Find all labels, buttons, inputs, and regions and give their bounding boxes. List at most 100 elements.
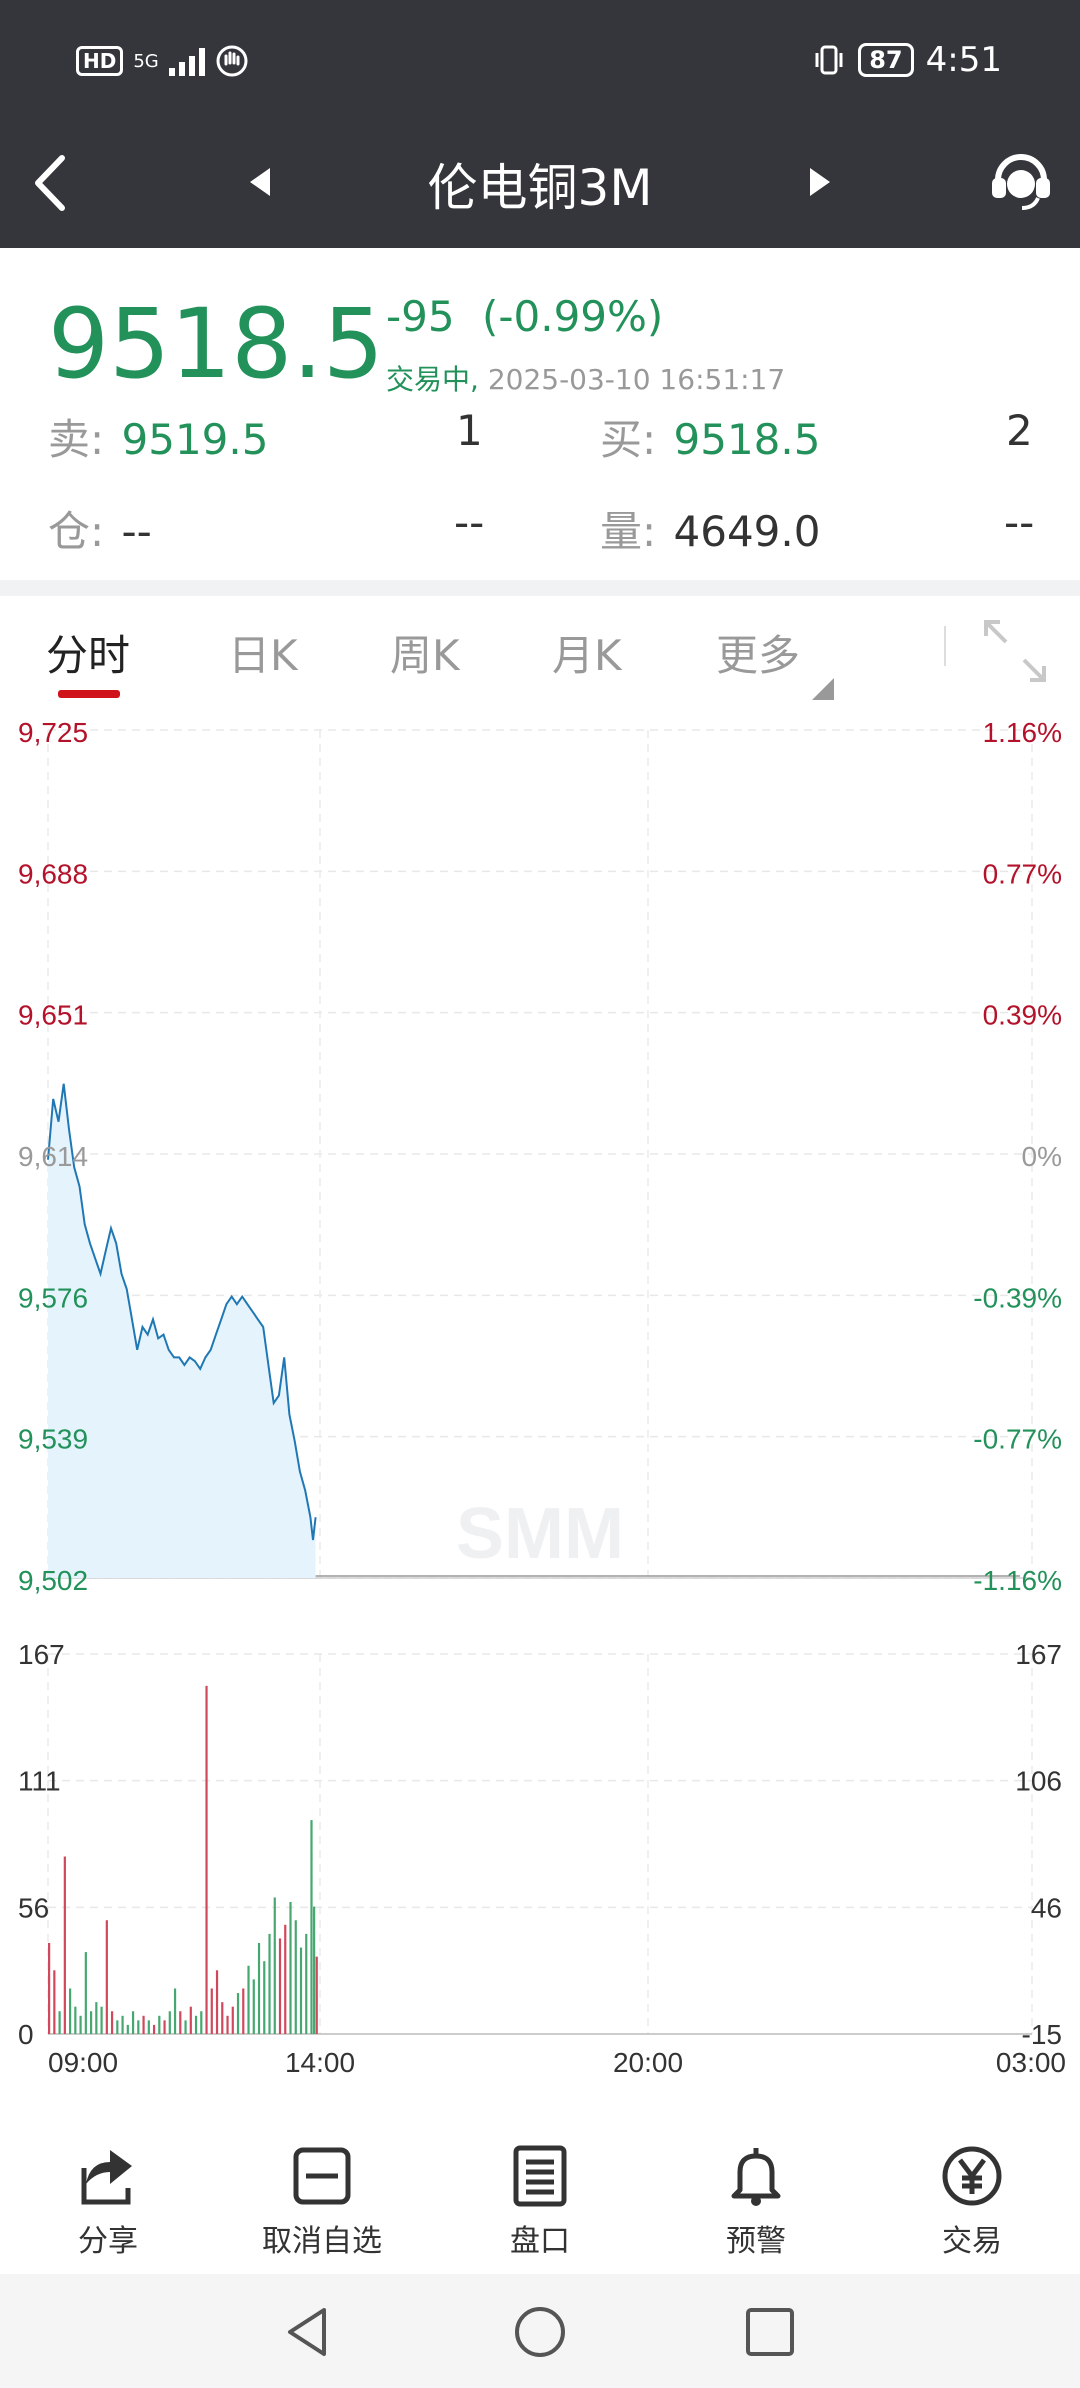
remove-watchlist-icon — [293, 2147, 351, 2205]
fullscreen-icon[interactable] — [980, 616, 1050, 686]
tab-monthly-k[interactable]: 月K — [552, 631, 622, 680]
sell-price: 9519.5 — [121, 415, 269, 464]
volume-bar — [110, 2011, 114, 2034]
alert-label: 预警 — [726, 2224, 786, 2259]
buy-label-cell: 买: 9518.5 — [600, 406, 820, 467]
tab-daily-k[interactable]: 日K — [228, 631, 298, 680]
hd-icon: HD — [76, 46, 124, 76]
position-value: -- — [121, 507, 152, 556]
volume-grid — [47, 1653, 1033, 2035]
volume-bar — [89, 2011, 93, 2034]
volume-bar — [147, 2020, 150, 2034]
hand-icon — [216, 45, 248, 77]
buy-price: 9518.5 — [673, 415, 821, 464]
order-book-button[interactable]: 盘口 — [440, 2144, 640, 2260]
price-tick-label: 9,576 — [18, 1282, 88, 1313]
order-book-icon — [513, 2145, 567, 2207]
alert-button[interactable]: 预警 — [656, 2144, 856, 2260]
volume-bar — [121, 2015, 124, 2034]
volume-bar — [116, 2020, 119, 2034]
price-tick-label: 9,651 — [18, 1000, 88, 1031]
position-label: 仓: — [48, 507, 105, 556]
time-tick-label: 20:00 — [613, 2047, 683, 2078]
volume-bar — [268, 1933, 271, 2034]
price-line — [47, 1083, 317, 1541]
buy-label: 买: — [600, 415, 657, 464]
time-tick-label: 09:00 — [48, 2047, 118, 2078]
bottom-toolbar: 分享 取消自选 盘口 预警 — [0, 2114, 1080, 2274]
intraday-chart[interactable]: SMM 9,725 1.16% 9,688 0.77% 9,651 0.39% 9,614 0… — [0, 706, 1080, 2106]
price-change: -95 (-0.99%) — [386, 292, 663, 341]
volume-bar — [221, 2002, 224, 2034]
volume-bar — [194, 2015, 198, 2034]
nav-recents-icon[interactable] — [742, 2304, 798, 2360]
vibrate-icon — [815, 45, 843, 75]
volume-change: -- — [1004, 498, 1035, 547]
volume-bar — [299, 1947, 303, 2034]
volume-bar — [63, 1856, 66, 2034]
volume-right-tick-label: -15 — [1022, 2019, 1062, 2050]
volume-bar — [226, 2015, 229, 2034]
volume-tick-label: 0 — [18, 2019, 34, 2050]
network-label: 5G — [133, 50, 159, 72]
volume-bar — [242, 1988, 245, 2034]
back-arrow-icon[interactable] — [24, 148, 84, 218]
volume-bar — [105, 1920, 108, 2034]
volume-tick-label: 56 — [18, 1892, 49, 1923]
system-nav-bar — [0, 2274, 1080, 2388]
volume-value: 4649.0 — [673, 507, 821, 556]
quote-datetime: 2025-03-10 16:51:17 — [487, 363, 786, 396]
bell-icon — [731, 2148, 781, 2206]
tab-separator — [944, 626, 946, 666]
next-contract-icon[interactable] — [810, 168, 830, 196]
volume-bar — [48, 1942, 51, 2034]
volume-bar — [200, 2011, 203, 2034]
volume-bar — [305, 1933, 308, 2034]
volume-bar — [252, 1979, 255, 2034]
volume-bar — [168, 2011, 171, 2034]
section-divider — [0, 580, 1080, 596]
chart-svg: SMM 9,725 1.16% 9,688 0.77% 9,651 0.39% 9,614 0… — [18, 717, 1066, 2078]
volume-label: 量: — [600, 507, 657, 556]
trade-status: 交易中, — [386, 363, 479, 396]
volume-tick-label: 167 — [18, 1639, 65, 1670]
volume-bar — [131, 2011, 135, 2034]
customer-service-icon[interactable] — [986, 144, 1056, 214]
percent-tick-label: 0.77% — [983, 858, 1062, 889]
nav-home-icon[interactable] — [512, 2304, 568, 2360]
position-change: -- — [454, 498, 485, 547]
share-button[interactable]: 分享 — [8, 2144, 208, 2260]
volume-bar — [315, 1956, 318, 2034]
buy-qty: 2 — [1006, 406, 1033, 455]
volume-bar — [289, 1902, 292, 2034]
percent-tick-label: 0.39% — [983, 1000, 1062, 1031]
volume-bar — [100, 2006, 103, 2034]
trade-status-line: 交易中, 2025-03-10 16:51:17 — [386, 358, 785, 398]
volume-bar — [126, 2024, 129, 2034]
volume-right-tick-label: 106 — [1015, 1766, 1062, 1797]
trade-button[interactable]: 交易 — [872, 2144, 1072, 2260]
last-price: 9518.5 — [48, 288, 384, 400]
volume-tick-label: 111 — [18, 1766, 61, 1797]
remove-watchlist-button[interactable]: 取消自选 — [222, 2144, 422, 2260]
volume-bar — [236, 1993, 240, 2034]
volume-bar — [179, 2011, 182, 2034]
volume-bars — [48, 1685, 318, 2034]
quote-panel: 9518.5 -95 (-0.99%) 交易中, 2025-03-10 16:5… — [0, 248, 1080, 580]
nav-back-icon[interactable] — [280, 2304, 336, 2360]
volume-bar — [184, 2020, 187, 2034]
volume-bar — [284, 1924, 287, 2034]
prev-contract-icon[interactable] — [250, 168, 270, 196]
volume-cell: 量: 4649.0 — [600, 498, 820, 559]
watermark: SMM — [456, 1494, 624, 1574]
order-book-label: 盘口 — [510, 2224, 570, 2259]
share-icon — [81, 2150, 132, 2205]
tab-weekly-k[interactable]: 周K — [390, 631, 460, 680]
tab-intraday[interactable]: 分时 — [46, 631, 131, 680]
yuan-icon — [942, 2146, 1002, 2206]
position-cell: 仓: -- — [48, 498, 152, 559]
price-tick-label: 9,614 — [18, 1141, 88, 1172]
tab-more[interactable]: 更多 — [716, 631, 801, 680]
volume-bar — [257, 1942, 261, 2034]
